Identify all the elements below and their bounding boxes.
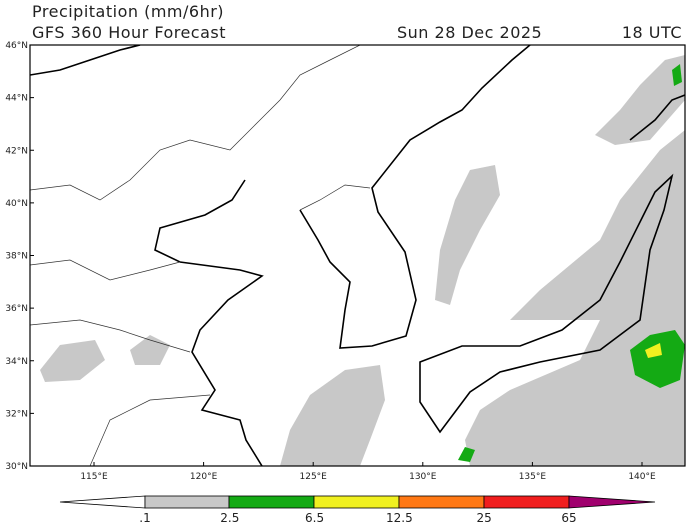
coastline xyxy=(154,179,264,466)
colorbar-label: 6.5 xyxy=(305,511,324,525)
coastline xyxy=(629,94,685,141)
lon-label: 140°E xyxy=(628,472,656,482)
lon-label: 120°E xyxy=(190,472,218,482)
colorbar-bin xyxy=(144,495,230,509)
colorbar xyxy=(59,495,656,509)
lat-label: 38°N xyxy=(5,252,28,262)
colorbar-bin xyxy=(483,495,570,509)
lat-label: 36°N xyxy=(5,304,28,314)
colorbar-label: 25 xyxy=(477,511,492,525)
lat-label: 34°N xyxy=(5,357,28,367)
lon-label: 130°E xyxy=(409,472,437,482)
lon-label: 125°E xyxy=(300,472,328,482)
border xyxy=(30,259,211,466)
lat-label: 30°N xyxy=(5,462,28,472)
lon-label: 135°E xyxy=(519,472,547,482)
precip-light xyxy=(40,55,685,466)
time: 18 UTC xyxy=(622,23,682,42)
colorbar-label: 12.5 xyxy=(386,511,413,525)
colorbar-bin xyxy=(228,495,315,509)
coastline xyxy=(30,45,141,76)
lat-label: 44°N xyxy=(5,94,28,104)
border xyxy=(299,184,371,211)
colorbar-label: .1 xyxy=(139,511,150,525)
subtitle: GFS 360 Hour Forecast xyxy=(32,23,226,42)
map xyxy=(29,44,686,467)
precip-heavy xyxy=(458,64,685,462)
colorbar-bin xyxy=(313,495,400,509)
lon-label: 115°E xyxy=(80,472,108,482)
border xyxy=(30,45,361,201)
colorbar-high xyxy=(568,495,656,509)
lat-label: 42°N xyxy=(5,146,28,156)
lat-label: 32°N xyxy=(5,409,28,419)
colorbar-bin xyxy=(398,495,485,509)
lat-label: 46°N xyxy=(5,41,28,51)
coastline xyxy=(299,45,531,349)
lat-label: 40°N xyxy=(5,199,28,209)
title: Precipitation (mm/6hr) xyxy=(32,2,224,21)
date: Sun 28 Dec 2025 xyxy=(397,23,542,42)
colorbar-label: 65 xyxy=(561,511,576,525)
colorbar-label: 2.5 xyxy=(220,511,239,525)
colorbar-low xyxy=(59,495,146,509)
coastline xyxy=(419,173,674,434)
